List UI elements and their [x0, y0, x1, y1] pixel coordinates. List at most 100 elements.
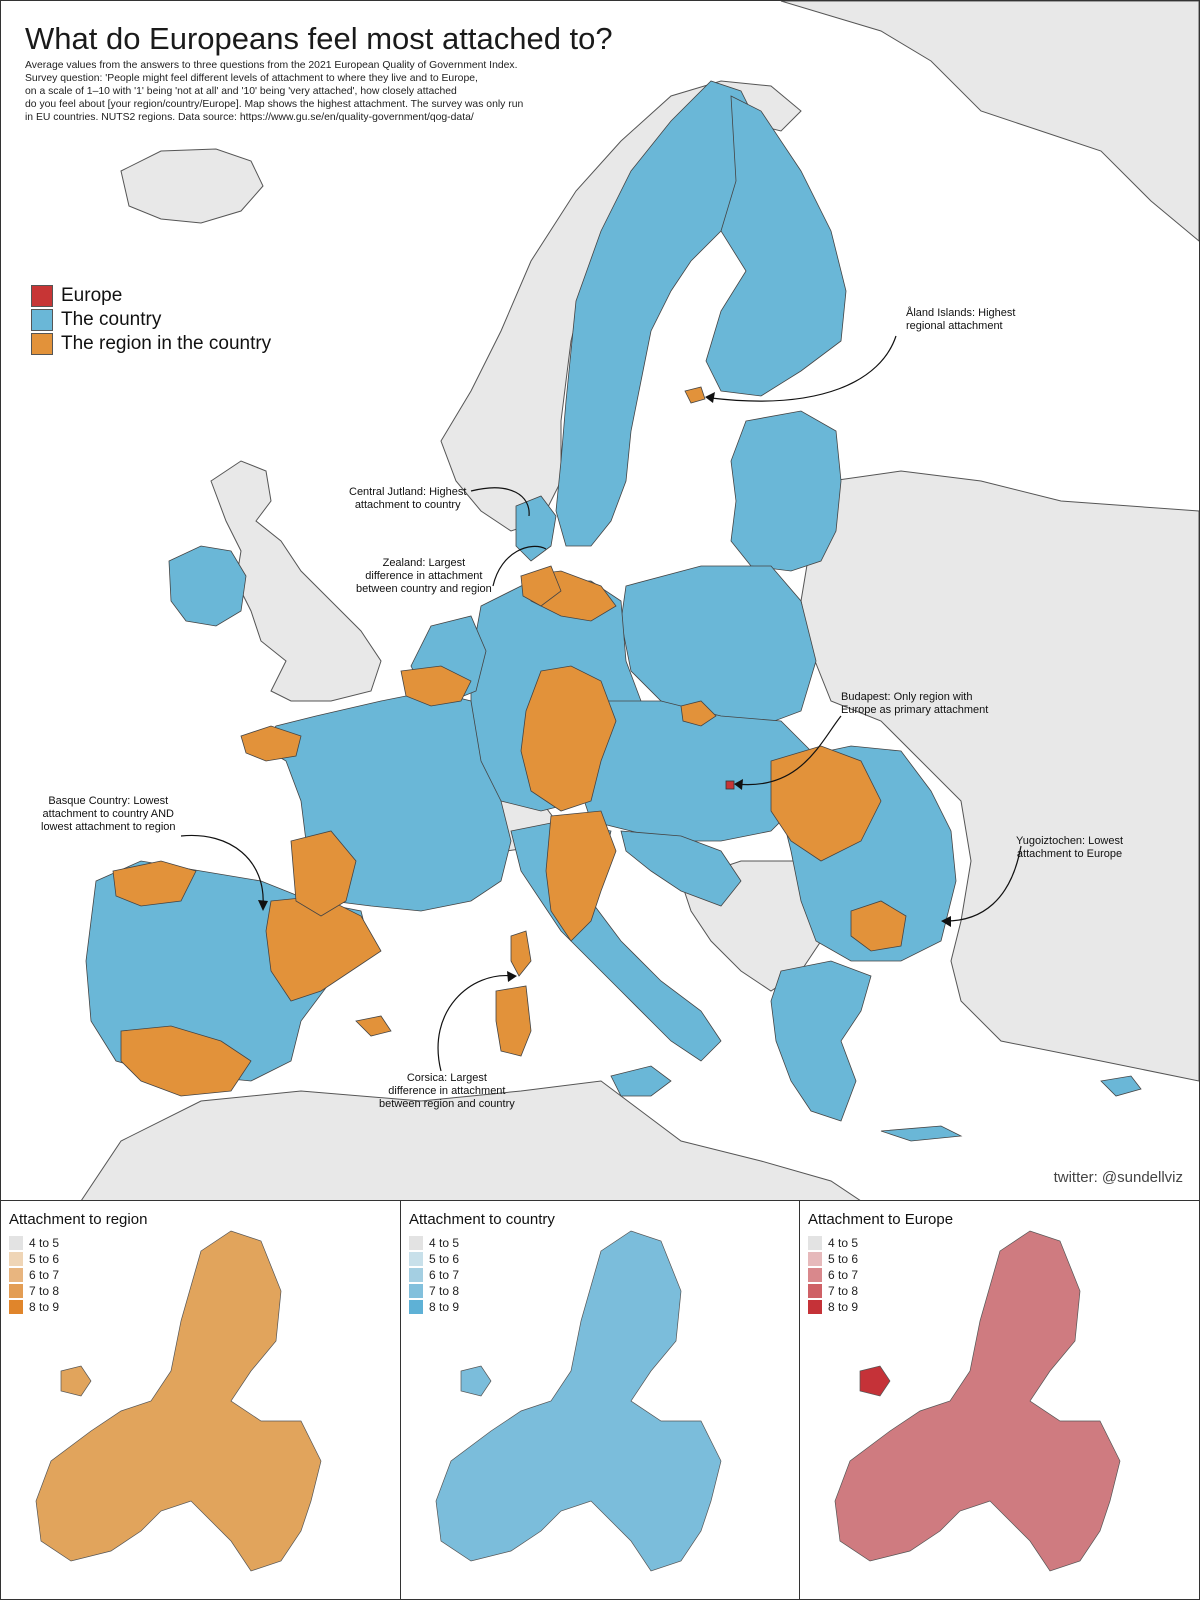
- crete-region: [880, 1125, 963, 1142]
- aland-arrowhead: [705, 392, 715, 403]
- zealand-arrow: [492, 545, 547, 587]
- north-africa-shape: [81, 1080, 861, 1200]
- annotation-line: Åland Islands: Highest: [906, 307, 1016, 319]
- annotation-line: between country and region: [356, 583, 492, 595]
- panel-region-map: [35, 1230, 322, 1572]
- panel-legend-label: 6 to 7: [429, 1268, 460, 1282]
- panel-map-ireland: [460, 1365, 492, 1397]
- panel-legend: 4 to 5 5 to 6 6 to 7 7 to 8 8 to 9: [9, 1235, 59, 1315]
- panel-legend-swatch: [9, 1236, 23, 1250]
- panel-title: Attachment to Europe: [808, 1211, 954, 1228]
- annotation-corsica: Corsica: Largest difference in attachmen…: [379, 1072, 515, 1111]
- baltics-region: [730, 410, 842, 572]
- annotation-zealand: Zealand: Largest difference in attachmen…: [356, 557, 492, 596]
- panel-legend-label: 5 to 6: [29, 1252, 60, 1266]
- panel-map-ireland: [60, 1365, 92, 1397]
- page-title: What do Europeans feel most attached to?: [25, 21, 613, 56]
- main-legend: Europe The country The region in the cou…: [31, 284, 271, 356]
- subtitle-line: in EU countries. NUTS2 regions. Data sou…: [25, 112, 474, 123]
- annotation-line: Europe as primary attachment: [841, 704, 989, 716]
- brittany-region: [240, 725, 302, 762]
- panel-legend-item: 5 to 6: [808, 1251, 858, 1267]
- annotation-yugoiztochen: Yugoiztochen: Lowest attachment to Europ…: [1016, 835, 1123, 861]
- panel-map-shape: [834, 1230, 1121, 1572]
- northeast-italy-region: [545, 810, 617, 942]
- greece-region: [770, 960, 872, 1122]
- panel-country-map: [435, 1230, 722, 1572]
- annotation-line: attachment to country: [354, 499, 461, 511]
- annotation-line: difference in attachment: [365, 570, 483, 582]
- galicia-region: [112, 860, 197, 907]
- panel-legend-swatch: [808, 1236, 822, 1250]
- basque-arrow: [180, 834, 264, 907]
- navarre-aragon-region: [265, 895, 382, 1002]
- croatia-region: [620, 830, 742, 907]
- panel-legend-item: 4 to 5: [409, 1235, 459, 1251]
- credit: twitter: @sundellviz: [1053, 1169, 1183, 1186]
- panel-legend-item: 5 to 6: [9, 1251, 59, 1267]
- panel-legend-label: 4 to 5: [828, 1236, 859, 1250]
- panel-legend-swatch: [9, 1268, 23, 1282]
- aland-arrow: [710, 335, 897, 402]
- budapest-arrow: [735, 715, 842, 786]
- annotation-line: between region and country: [379, 1098, 515, 1110]
- subtitle-line: do you feel about [your region/country/E…: [25, 99, 524, 110]
- panel-legend-swatch: [409, 1268, 423, 1282]
- panel-legend-swatch: [808, 1268, 822, 1282]
- panel-legend: 4 to 5 5 to 6 6 to 7 7 to 8 8 to 9: [409, 1235, 459, 1315]
- yugoiztochen-arrowhead: [941, 916, 951, 927]
- panel-legend-item: 7 to 8: [409, 1283, 459, 1299]
- annotation-line: Basque Country: Lowest: [48, 795, 169, 807]
- annotation-line: regional attachment: [906, 320, 1003, 332]
- panel-legend-label: 8 to 9: [429, 1300, 460, 1314]
- panel-europe-map: [834, 1230, 1121, 1572]
- panel-legend-item: 4 to 5: [9, 1235, 59, 1251]
- subtitle-line: Survey question: 'People might feel diff…: [25, 73, 478, 84]
- panel-legend: 4 to 5 5 to 6 6 to 7 7 to 8 8 to 9: [808, 1235, 858, 1315]
- panel-legend-label: 7 to 8: [429, 1284, 460, 1298]
- legend-swatch-europe: [31, 285, 53, 307]
- panel-legend-item: 8 to 9: [409, 1299, 459, 1315]
- yugoiztochen-arrow: [945, 845, 1022, 922]
- panel-legend-swatch: [9, 1284, 23, 1298]
- budapest-region: [725, 780, 735, 790]
- subtitle: Average values from the answers to three…: [25, 59, 565, 124]
- annotation-line: Corsica: Largest: [406, 1072, 487, 1084]
- panel-title: Attachment to region: [9, 1211, 148, 1228]
- bavaria-thuringia-region: [520, 665, 617, 812]
- ireland-region: [168, 545, 247, 627]
- panel-legend-label: 6 to 7: [828, 1268, 859, 1282]
- panel-map-shape: [35, 1230, 322, 1572]
- panel-legend-label: 8 to 9: [828, 1300, 859, 1314]
- panel-legend-swatch: [409, 1252, 423, 1266]
- annotation-budapest: Budapest: Only region with Europe as pri…: [841, 691, 988, 717]
- panel-legend-swatch: [808, 1300, 822, 1314]
- main-map-svg: [81, 1, 1199, 1200]
- legend-swatch-region: [31, 333, 53, 355]
- panel-legend-item: 6 to 7: [808, 1267, 858, 1283]
- legend-item-europe: Europe: [31, 284, 271, 308]
- panel-legend-label: 5 to 6: [828, 1252, 859, 1266]
- corsica-region: [510, 930, 532, 977]
- cyprus-region: [1100, 1075, 1142, 1097]
- legend-label: The country: [61, 309, 162, 330]
- bottom-divider: [0, 1200, 1200, 1201]
- panel-legend-swatch: [9, 1300, 23, 1314]
- panel-legend-swatch: [409, 1284, 423, 1298]
- panel-legend-label: 4 to 5: [429, 1236, 460, 1250]
- annotation-line: Central Jutland: Highest: [349, 486, 467, 498]
- main-map: What do Europeans feel most attached to?…: [1, 1, 1199, 1200]
- annotation-line: Budapest: Only region with: [841, 691, 973, 703]
- iceland-shape: [120, 148, 264, 224]
- balearic-region: [355, 1015, 392, 1037]
- greenland-corner: [780, 1, 1199, 242]
- finland-region: [705, 95, 847, 397]
- central-pyrenees-region: [290, 830, 357, 917]
- panel-legend-item: 8 to 9: [808, 1299, 858, 1315]
- panel-legend-item: 8 to 9: [9, 1299, 59, 1315]
- annotation-basque: Basque Country: Lowest attachment to cou…: [41, 795, 176, 834]
- panel-legend-label: 5 to 6: [429, 1252, 460, 1266]
- panel-legend-item: 7 to 8: [9, 1283, 59, 1299]
- subtitle-line: Average values from the answers to three…: [25, 60, 518, 71]
- sardinia-region: [495, 985, 532, 1057]
